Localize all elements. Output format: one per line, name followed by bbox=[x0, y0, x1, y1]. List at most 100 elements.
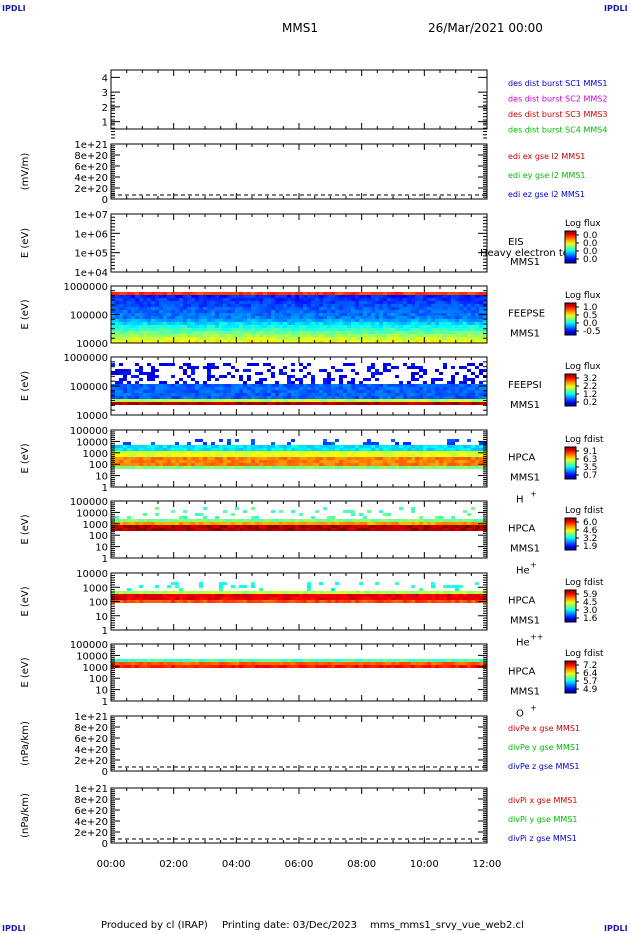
p4-spectrogram-cell bbox=[347, 301, 351, 304]
p4-spectrogram-cell bbox=[327, 310, 331, 313]
p4-spectrogram-cell bbox=[223, 334, 227, 337]
p5-spectrogram-cell bbox=[267, 396, 271, 399]
p6-spectrogram-cell bbox=[163, 448, 167, 451]
p4-spectrogram-cell bbox=[479, 304, 483, 307]
p6-spectrogram-cell bbox=[127, 448, 131, 451]
p4-spectrogram-cell bbox=[307, 319, 311, 322]
p7-spectrogram-cell bbox=[267, 522, 271, 525]
p6-spectrogram-cell bbox=[295, 457, 299, 460]
p4-spectrogram-cell bbox=[375, 304, 379, 307]
p4-spectrogram-cell bbox=[431, 340, 435, 343]
p5-spectrogram-cell bbox=[355, 384, 359, 387]
p5-spectrogram-cell bbox=[203, 384, 207, 387]
p8-spectrogram-cell bbox=[247, 600, 251, 603]
p6-spectrogram-cell bbox=[211, 460, 215, 463]
p8-spectrogram-cell bbox=[255, 591, 259, 594]
p4-spectrogram-cell bbox=[327, 313, 331, 316]
p4-spectrogram-cell bbox=[403, 304, 407, 307]
p6-spectrogram-cell bbox=[315, 448, 319, 451]
p4-spectrogram-cell bbox=[219, 325, 223, 328]
p6-spectrogram-cell bbox=[235, 466, 239, 469]
p5-spectrogram-cell bbox=[475, 396, 479, 399]
p4-spectrogram-cell bbox=[383, 301, 387, 304]
p4-spectrogram-cell bbox=[139, 325, 143, 328]
p8-spectrogram-cell bbox=[231, 591, 235, 594]
p5-spectrogram-cell bbox=[387, 369, 391, 372]
p8-spectrogram-cell bbox=[263, 594, 267, 597]
p4-spectrogram-cell bbox=[119, 292, 123, 295]
p8-spectrogram-cell bbox=[203, 591, 207, 594]
p7-spectrogram-cell bbox=[471, 522, 475, 525]
p4-spectrogram-cell bbox=[203, 322, 207, 325]
p7-spectrogram-cell bbox=[179, 525, 183, 528]
p5-spectrogram-cell bbox=[231, 384, 235, 387]
p7-spectrogram-cell bbox=[155, 507, 159, 510]
p9-spectrogram-cell bbox=[287, 659, 291, 662]
p6-spectrogram-cell bbox=[183, 460, 187, 463]
p6-spectrogram-cell bbox=[323, 457, 327, 460]
p6-spectrogram-cell bbox=[339, 451, 343, 454]
p9-spectrogram-cell bbox=[179, 662, 183, 665]
p5-spectrogram-cell bbox=[179, 402, 183, 405]
p4-spectrogram-cell bbox=[351, 334, 355, 337]
p5-spectrogram-cell bbox=[479, 399, 483, 402]
p4-spectrogram-cell bbox=[395, 313, 399, 316]
p5-spectrogram-cell bbox=[167, 390, 171, 393]
p6-spectrogram-cell bbox=[375, 460, 379, 463]
p4-spectrogram-cell bbox=[335, 316, 339, 319]
p5-spectrogram-cell bbox=[375, 369, 379, 372]
p7-spectrogram-cell bbox=[187, 525, 191, 528]
p7-spectrogram-cell bbox=[331, 522, 335, 525]
p4-spectrogram-cell bbox=[347, 331, 351, 334]
p8-spectrogram-cell bbox=[471, 600, 475, 603]
p4-spectrogram-cell bbox=[279, 337, 283, 340]
p4-spectrogram-cell bbox=[303, 337, 307, 340]
p5-spectrogram-cell bbox=[159, 381, 163, 384]
p7-spectrogram-cell bbox=[247, 525, 251, 528]
p4-spectrogram-cell bbox=[111, 319, 115, 322]
p8-spectrogram-cell bbox=[219, 582, 223, 585]
p4-spectrogram-cell bbox=[395, 301, 399, 304]
p4-spectrogram-cell bbox=[119, 340, 123, 343]
p4-spectrogram-cell bbox=[243, 307, 247, 310]
p7-spectrogram-cell bbox=[435, 525, 439, 528]
p9-ytick-label: 100000 bbox=[70, 640, 108, 651]
p6-spectrogram-cell bbox=[123, 457, 127, 460]
p4-spectrogram-cell bbox=[355, 316, 359, 319]
p8-spectrogram-cell bbox=[435, 600, 439, 603]
p4-spectrogram-cell bbox=[471, 328, 475, 331]
p4-spectrogram-cell bbox=[279, 319, 283, 322]
p8-spectrogram-cell bbox=[327, 600, 331, 603]
p5-spectrogram-cell bbox=[179, 384, 183, 387]
p7-spectrogram-cell bbox=[119, 528, 123, 531]
p9-instrument-name: HPCA bbox=[508, 667, 536, 678]
p5-spectrogram-cell bbox=[343, 390, 347, 393]
p7-spectrogram-cell bbox=[191, 525, 195, 528]
p4-spectrogram-cell bbox=[187, 301, 191, 304]
p4-spectrogram-cell bbox=[459, 337, 463, 340]
p6-spectrogram-cell bbox=[435, 466, 439, 469]
p5-spectrogram-cell bbox=[439, 384, 443, 387]
p5-spectrogram-cell bbox=[147, 363, 151, 366]
p4-spectrogram-cell bbox=[363, 325, 367, 328]
p5-spectrogram-cell bbox=[263, 393, 267, 396]
p4-spectrogram-cell bbox=[239, 331, 243, 334]
p6-spectrogram-cell bbox=[147, 448, 151, 451]
p8-species-charge: ++ bbox=[530, 633, 543, 642]
p4-spectrogram-cell bbox=[255, 298, 259, 301]
p5-spectrogram-cell bbox=[227, 402, 231, 405]
p7-spectrogram-cell bbox=[115, 519, 119, 522]
p6-spectrogram-cell bbox=[231, 463, 235, 466]
p5-spectrogram-cell bbox=[311, 390, 315, 393]
p7-colorbar-tick-label: 4.6 bbox=[583, 526, 598, 536]
p4-spectrogram-cell bbox=[123, 301, 127, 304]
p4-spectrogram-cell bbox=[283, 307, 287, 310]
p6-spectrogram-cell bbox=[411, 466, 415, 469]
p5-spectrogram-cell bbox=[479, 387, 483, 390]
p5-spectrogram-cell bbox=[311, 387, 315, 390]
p7-spectrogram-cell bbox=[207, 528, 211, 531]
p5-spectrogram-cell bbox=[247, 363, 251, 366]
p6-spectrogram-cell bbox=[271, 451, 275, 454]
p8-spectrogram-cell bbox=[367, 597, 371, 600]
p4-spectrogram-cell bbox=[275, 304, 279, 307]
